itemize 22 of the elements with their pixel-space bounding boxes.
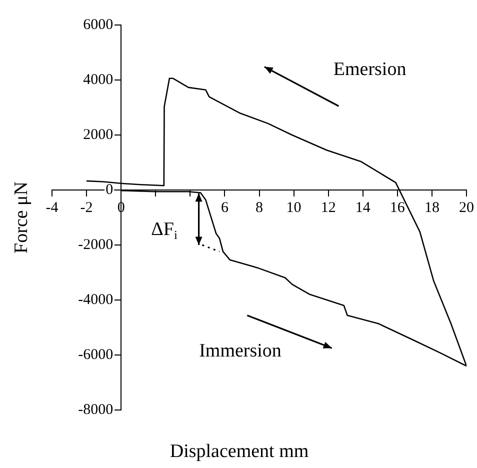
- x-axis-title: Displacement mm: [170, 440, 309, 462]
- x-tick-label: 14: [355, 200, 371, 216]
- x-tick-label: 18: [424, 200, 440, 216]
- y-tick-label: -2000: [78, 236, 114, 253]
- x-tick-label: 12: [320, 200, 336, 216]
- x-tick-label: -4: [46, 200, 59, 216]
- y-tick-label: 4000: [83, 72, 114, 88]
- y-tick-label: 0: [106, 182, 114, 198]
- x-tick-label: 20: [459, 200, 474, 216]
- y-tick-label: -4000: [78, 292, 114, 308]
- y-tick-label: 6000: [83, 16, 114, 33]
- x-tick-label: 6: [220, 200, 229, 216]
- annotation: Emersion: [333, 59, 407, 80]
- y-tick-label: -8000: [78, 402, 114, 418]
- x-tick-label: 8: [256, 200, 263, 216]
- y-tick-label: -6000: [78, 346, 114, 363]
- x-tick-label: -2: [80, 200, 93, 216]
- x-tick-label: 10: [286, 200, 302, 216]
- y-tick-label: 2000: [83, 126, 114, 143]
- y-axis-title: Force μN: [10, 181, 32, 254]
- annotation: Immersion: [199, 340, 282, 362]
- x-tick-label: 16: [390, 200, 406, 216]
